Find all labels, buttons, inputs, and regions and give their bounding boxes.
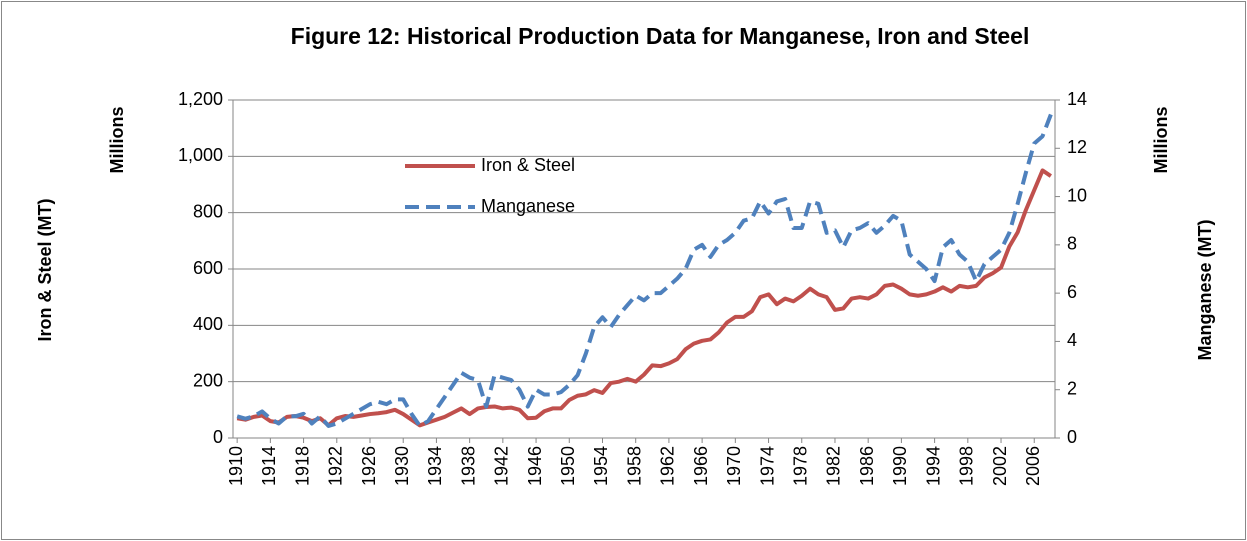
- x-tick-label: 1934: [425, 446, 445, 486]
- series-line: [236, 168, 1052, 428]
- x-tick-label: 1966: [691, 446, 711, 486]
- x-tick-label: 2006: [1023, 446, 1043, 486]
- y2-axis-unit: Millions: [1151, 107, 1171, 174]
- x-tick-label: 1998: [957, 446, 977, 486]
- y-tick-label: 800: [193, 201, 223, 221]
- x-tick-label: 1926: [359, 446, 379, 486]
- x-tick-label: 1974: [757, 446, 777, 486]
- y2-tick-label: 4: [1067, 330, 1077, 350]
- chart-title: Figure 12: Historical Production Data fo…: [291, 23, 1030, 49]
- y-axis-title: Iron & Steel (MT): [35, 198, 55, 341]
- x-tick-label: 2002: [990, 446, 1010, 486]
- y-tick-label: 200: [193, 370, 223, 390]
- x-tick-label: 1990: [890, 446, 910, 486]
- x-tick-label: 1918: [292, 446, 312, 486]
- y-tick-label: 1,000: [178, 145, 223, 165]
- x-tick-label: 1930: [392, 446, 412, 486]
- x-tick-label: 1958: [624, 446, 644, 486]
- y2-axis-title: Manganese (MT): [1195, 219, 1215, 360]
- x-tick-label: 1950: [558, 446, 578, 486]
- y2-tick-label: 14: [1067, 89, 1087, 109]
- x-tick-label: 1986: [857, 446, 877, 486]
- x-tick-label: 1954: [591, 446, 611, 486]
- y-tick-label: 600: [193, 258, 223, 278]
- y2-tick-label: 8: [1067, 234, 1077, 254]
- y-tick-label: 0: [213, 427, 223, 447]
- x-tick-label: 1982: [824, 446, 844, 486]
- y-axis-unit: Millions: [107, 107, 127, 174]
- x-tick-label: 1994: [923, 446, 943, 486]
- x-tick-label: 1942: [492, 446, 512, 486]
- x-tick-label: 1970: [724, 446, 744, 486]
- x-tick-label: 1946: [525, 446, 545, 486]
- legend-label: Manganese: [481, 196, 575, 216]
- y2-tick-label: 2: [1067, 378, 1077, 398]
- y-tick-label: 400: [193, 314, 223, 334]
- y2-tick-label: 6: [1067, 282, 1077, 302]
- y-tick-label: 1,200: [178, 89, 223, 109]
- y2-tick-label: 12: [1067, 137, 1087, 157]
- x-tick-label: 1938: [458, 446, 478, 486]
- x-tick-label: 1922: [326, 446, 346, 486]
- x-tick-label: 1914: [259, 446, 279, 486]
- y2-tick-label: 0: [1067, 427, 1077, 447]
- x-tick-label: 1978: [791, 446, 811, 486]
- series-line: [236, 113, 1053, 428]
- legend-label: Iron & Steel: [481, 155, 575, 175]
- x-tick-label: 1910: [226, 446, 246, 486]
- y2-tick-label: 10: [1067, 185, 1087, 205]
- x-tick-label: 1962: [658, 446, 678, 486]
